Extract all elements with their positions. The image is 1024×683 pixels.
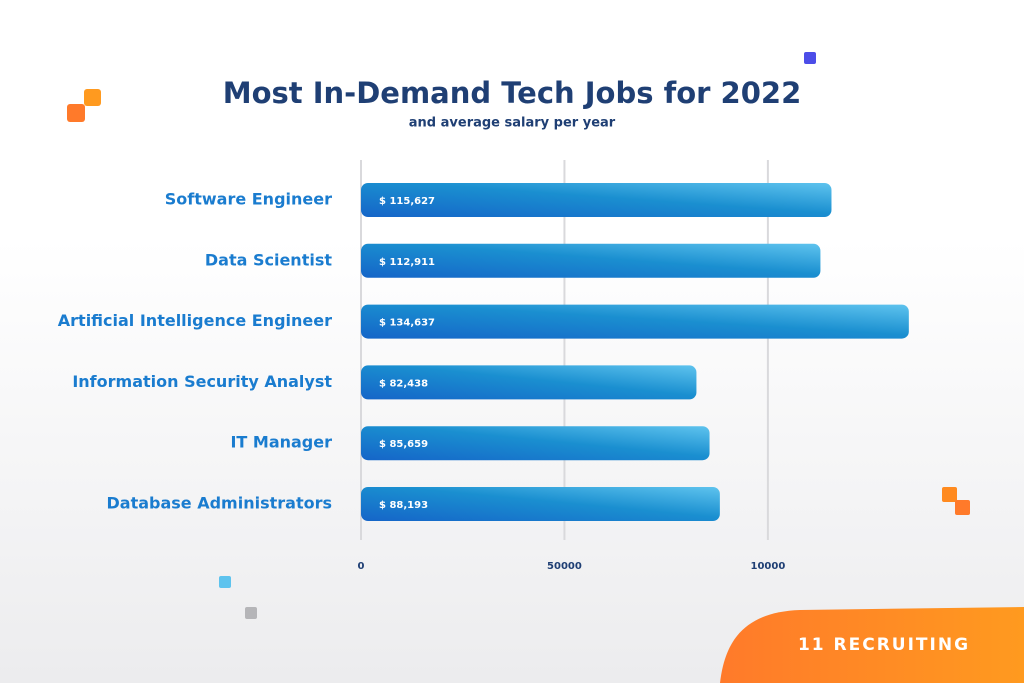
x-tick-label: 10000: [750, 561, 785, 572]
decor-square: [245, 607, 257, 619]
category-label: Data Scientist: [205, 250, 332, 269]
decor-square: [942, 487, 957, 502]
bar: [361, 487, 720, 521]
decor-square: [804, 52, 816, 64]
category-label: Software Engineer: [165, 190, 332, 209]
decor-square: [67, 104, 85, 122]
value-label: $ 112,911: [379, 257, 435, 268]
bar: [361, 304, 909, 339]
value-label: $ 115,627: [379, 196, 435, 207]
value-label: $ 88,193: [379, 500, 428, 511]
decor-square: [955, 500, 970, 515]
bar: [361, 426, 710, 461]
decor-square: [219, 576, 231, 588]
x-tick-label: 50000: [547, 561, 582, 572]
bar: [361, 243, 821, 278]
x-tick-label: 0: [358, 561, 365, 572]
chart-subtitle: and average salary per year: [409, 116, 616, 131]
value-label: $ 134,637: [379, 318, 435, 329]
value-label: $ 85,659: [379, 439, 428, 450]
category-label: Database Administrators: [107, 494, 333, 513]
decor-square: [84, 89, 101, 106]
chart-title: Most In-Demand Tech Jobs for 2022: [223, 76, 802, 110]
brand-banner: [720, 607, 1024, 683]
category-label: IT Manager: [230, 433, 332, 452]
plot: 0 50000 10000 Software Engineer $ 115,627 Dat…: [58, 160, 909, 572]
category-label: Artificial Intelligence Engineer: [58, 311, 332, 330]
brand-name: 11 RECRUITING: [798, 635, 970, 655]
value-label: $ 82,438: [379, 378, 428, 389]
bar: [361, 365, 697, 400]
bar: [361, 183, 832, 217]
category-label: Information Security Analyst: [72, 372, 332, 391]
